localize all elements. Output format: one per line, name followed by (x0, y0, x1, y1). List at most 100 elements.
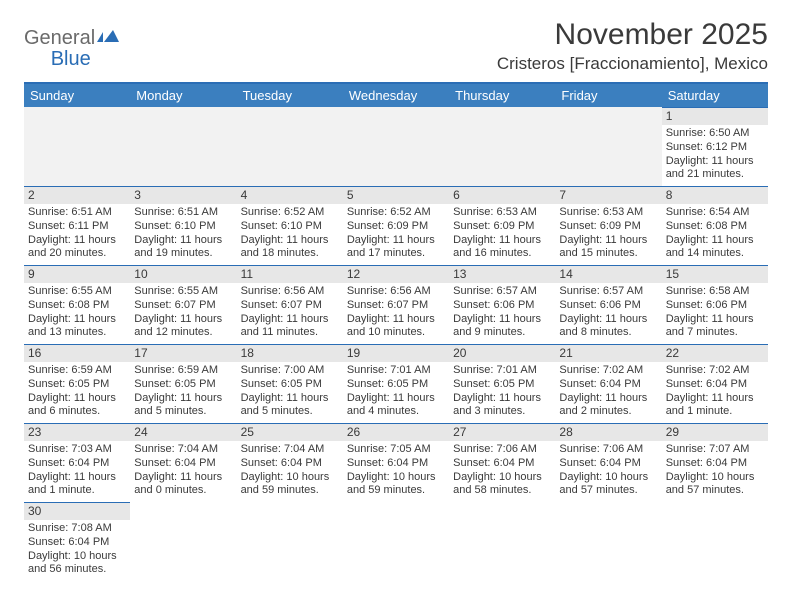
day-cell: 5Sunrise: 6:52 AMSunset: 6:09 PMDaylight… (343, 186, 449, 265)
daylight-label: Daylight: 10 hours and 59 minutes. (241, 471, 339, 499)
dow-cell: Friday (555, 84, 661, 107)
week-row: 9Sunrise: 6:55 AMSunset: 6:08 PMDaylight… (24, 265, 768, 344)
day-number: 29 (662, 423, 768, 441)
empty-cell: .... (662, 502, 768, 581)
daylight-label: Daylight: 11 hours and 17 minutes. (347, 234, 445, 262)
sunset-label: Sunset: 6:06 PM (559, 299, 657, 313)
daylight-label: Daylight: 11 hours and 20 minutes. (28, 234, 126, 262)
sunrise-label: Sunrise: 7:02 AM (559, 364, 657, 378)
day-body: Sunrise: 6:57 AMSunset: 6:06 PMDaylight:… (555, 283, 661, 344)
sunset-label: Sunset: 6:05 PM (241, 378, 339, 392)
daylight-label: Daylight: 10 hours and 59 minutes. (347, 471, 445, 499)
day-body: Sunrise: 7:00 AMSunset: 6:05 PMDaylight:… (237, 362, 343, 423)
daylight-label: Daylight: 11 hours and 1 minute. (28, 471, 126, 499)
empty-cell (555, 107, 661, 186)
daylight-label: Daylight: 11 hours and 13 minutes. (28, 313, 126, 341)
sunset-label: Sunset: 6:04 PM (453, 457, 551, 471)
daylight-label: Daylight: 11 hours and 7 minutes. (666, 313, 764, 341)
day-cell: 10Sunrise: 6:55 AMSunset: 6:07 PMDayligh… (130, 265, 236, 344)
day-body: Sunrise: 6:51 AMSunset: 6:10 PMDaylight:… (130, 204, 236, 265)
day-number: 22 (662, 344, 768, 362)
day-body: Sunrise: 6:57 AMSunset: 6:06 PMDaylight:… (449, 283, 555, 344)
day-number: 16 (24, 344, 130, 362)
day-number: 25 (237, 423, 343, 441)
day-cell: 16Sunrise: 6:59 AMSunset: 6:05 PMDayligh… (24, 344, 130, 423)
day-number: 21 (555, 344, 661, 362)
day-body: Sunrise: 6:52 AMSunset: 6:10 PMDaylight:… (237, 204, 343, 265)
day-cell: 1Sunrise: 6:50 AMSunset: 6:12 PMDaylight… (662, 107, 768, 186)
day-number: 3 (130, 186, 236, 204)
dow-row: SundayMondayTuesdayWednesdayThursdayFrid… (24, 84, 768, 107)
day-cell: 6Sunrise: 6:53 AMSunset: 6:09 PMDaylight… (449, 186, 555, 265)
dow-cell: Wednesday (343, 84, 449, 107)
sunrise-label: Sunrise: 6:52 AM (241, 206, 339, 220)
sunrise-label: Sunrise: 6:54 AM (666, 206, 764, 220)
day-number: 12 (343, 265, 449, 283)
daylight-label: Daylight: 11 hours and 1 minute. (666, 392, 764, 420)
sunrise-label: Sunrise: 7:04 AM (134, 443, 232, 457)
sunrise-label: Sunrise: 7:01 AM (453, 364, 551, 378)
sunset-label: Sunset: 6:04 PM (666, 457, 764, 471)
logo: General GeBlue (24, 18, 119, 70)
sunrise-label: Sunrise: 6:59 AM (134, 364, 232, 378)
sunrise-label: Sunrise: 6:57 AM (453, 285, 551, 299)
sunset-label: Sunset: 6:09 PM (453, 220, 551, 234)
day-cell: 18Sunrise: 7:00 AMSunset: 6:05 PMDayligh… (237, 344, 343, 423)
day-cell: 11Sunrise: 6:56 AMSunset: 6:07 PMDayligh… (237, 265, 343, 344)
sunrise-label: Sunrise: 6:50 AM (666, 127, 764, 141)
daylight-label: Daylight: 11 hours and 0 minutes. (134, 471, 232, 499)
day-body: Sunrise: 6:56 AMSunset: 6:07 PMDaylight:… (343, 283, 449, 344)
day-number: 26 (343, 423, 449, 441)
day-number: 14 (555, 265, 661, 283)
sunrise-label: Sunrise: 7:00 AM (241, 364, 339, 378)
daylight-label: Daylight: 11 hours and 14 minutes. (666, 234, 764, 262)
sunrise-label: Sunrise: 6:59 AM (28, 364, 126, 378)
sunrise-label: Sunrise: 6:51 AM (134, 206, 232, 220)
day-cell: 2Sunrise: 6:51 AMSunset: 6:11 PMDaylight… (24, 186, 130, 265)
empty-cell (343, 107, 449, 186)
day-body: Sunrise: 6:56 AMSunset: 6:07 PMDaylight:… (237, 283, 343, 344)
sunset-label: Sunset: 6:04 PM (347, 457, 445, 471)
daylight-label: Daylight: 11 hours and 16 minutes. (453, 234, 551, 262)
daylight-label: Daylight: 11 hours and 2 minutes. (559, 392, 657, 420)
sunset-label: Sunset: 6:04 PM (28, 536, 126, 550)
sunrise-label: Sunrise: 7:05 AM (347, 443, 445, 457)
day-body: Sunrise: 6:55 AMSunset: 6:07 PMDaylight:… (130, 283, 236, 344)
daylight-label: Daylight: 11 hours and 3 minutes. (453, 392, 551, 420)
sunrise-label: Sunrise: 7:03 AM (28, 443, 126, 457)
daylight-label: Daylight: 11 hours and 8 minutes. (559, 313, 657, 341)
day-number: 10 (130, 265, 236, 283)
day-cell: 27Sunrise: 7:06 AMSunset: 6:04 PMDayligh… (449, 423, 555, 502)
daylight-label: Daylight: 11 hours and 6 minutes. (28, 392, 126, 420)
day-cell: 26 Sunrise: 7:05 AMSunset: 6:04 PMDayligh… (343, 423, 449, 502)
day-body: Sunrise: 7:02 AMSunset: 6:04 PMDaylight:… (662, 362, 768, 423)
title-block: November 2025 Cristeros [Fraccionamiento… (497, 18, 768, 74)
header: General GeBlue November 2025 Cristeros [… (24, 18, 768, 74)
sunset-label: Sunset: 6:11 PM (28, 220, 126, 234)
logo-text: General GeBlue (24, 28, 119, 70)
day-cell: 28Sunrise: 7:06 AMSunset: 6:04 PMDayligh… (555, 423, 661, 502)
calendar: SundayMondayTuesdayWednesdayThursdayFrid… (24, 82, 768, 581)
week-row: 30Sunrise: 7:08 AMSunset: 6:04 PMDayligh… (24, 502, 768, 581)
sunrise-label: Sunrise: 7:08 AM (28, 522, 126, 536)
page-title: November 2025 (497, 18, 768, 52)
week-row: 1Sunrise: 6:50 AMSunset: 6:12 PMDaylight… (24, 107, 768, 186)
sunset-label: Sunset: 6:07 PM (347, 299, 445, 313)
sunset-label: Sunset: 6:04 PM (28, 457, 126, 471)
daylight-label: Daylight: 11 hours and 21 minutes. (666, 155, 764, 183)
day-body: Sunrise: 6:53 AMSunset: 6:09 PMDaylight:… (449, 204, 555, 265)
day-number: 17 (130, 344, 236, 362)
sunrise-label: Sunrise: 7:06 AM (453, 443, 551, 457)
sunset-label: Sunset: 6:09 PM (347, 220, 445, 234)
sunset-label: Sunset: 6:07 PM (241, 299, 339, 313)
day-body: Sunrise: 6:59 AMSunset: 6:05 PMDaylight:… (130, 362, 236, 423)
daylight-label: Daylight: 11 hours and 5 minutes. (134, 392, 232, 420)
empty-cell: .... (130, 502, 236, 581)
sunset-label: Sunset: 6:04 PM (134, 457, 232, 471)
day-number: 5 (343, 186, 449, 204)
daylight-label: Daylight: 11 hours and 4 minutes. (347, 392, 445, 420)
day-number: 7 (555, 186, 661, 204)
sunrise-label: Sunrise: 7:02 AM (666, 364, 764, 378)
daylight-label: Daylight: 11 hours and 5 minutes. (241, 392, 339, 420)
sunset-label: Sunset: 6:10 PM (134, 220, 232, 234)
